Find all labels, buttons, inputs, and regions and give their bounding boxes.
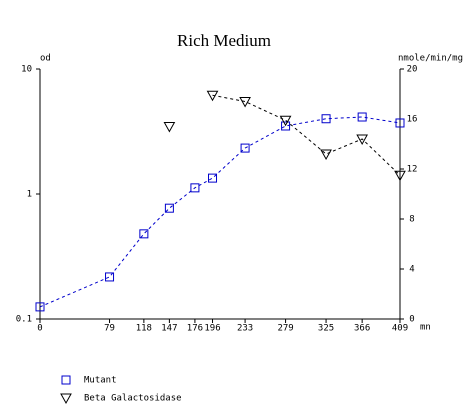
data-point bbox=[395, 118, 405, 128]
data-point bbox=[239, 97, 251, 108]
x-tick-label: 325 bbox=[318, 324, 334, 334]
y-tick-label: 10 bbox=[21, 65, 32, 75]
y2-tick-label: 0 bbox=[409, 315, 414, 325]
x-axis-label: mn bbox=[420, 323, 431, 333]
data-point bbox=[281, 121, 291, 131]
x-tick-label: 118 bbox=[136, 324, 152, 334]
y2-tick-label: 12 bbox=[407, 165, 418, 175]
y2-tick-label: 20 bbox=[407, 65, 418, 75]
y-tick-label: 0.1 bbox=[16, 315, 32, 325]
data-point bbox=[206, 90, 219, 102]
data-point bbox=[320, 149, 332, 161]
x-tick-label: 79 bbox=[104, 324, 115, 334]
x-tick-label: 176 bbox=[187, 324, 203, 334]
data-point bbox=[394, 170, 406, 182]
x-tick-label: 0 bbox=[37, 324, 42, 334]
legend-label: Beta Galactosidase bbox=[84, 394, 182, 404]
data-point bbox=[35, 302, 45, 312]
data-point bbox=[321, 114, 331, 124]
legend-marker bbox=[60, 393, 72, 405]
x-tick-label: 409 bbox=[392, 324, 408, 334]
y-axis-label: od bbox=[40, 54, 51, 64]
data-point bbox=[279, 115, 292, 127]
series-line bbox=[212, 94, 401, 176]
x-tick-label: 233 bbox=[237, 324, 253, 334]
data-point bbox=[163, 122, 176, 133]
x-tick-label: 196 bbox=[204, 324, 220, 334]
chart-title: Rich Medium bbox=[177, 31, 271, 50]
x-tick-label: 366 bbox=[354, 324, 370, 334]
y2-tick-label: 4 bbox=[409, 265, 414, 275]
x-tick-label: 279 bbox=[277, 324, 293, 334]
data-point bbox=[240, 143, 250, 153]
data-point bbox=[190, 183, 200, 193]
y-tick-label: 1 bbox=[27, 190, 32, 200]
data-point bbox=[356, 134, 369, 146]
data-point bbox=[357, 112, 367, 122]
data-point bbox=[164, 203, 174, 213]
data-point bbox=[105, 272, 115, 282]
y2-tick-label: 8 bbox=[409, 215, 414, 225]
data-point bbox=[139, 229, 149, 239]
legend-marker bbox=[61, 375, 71, 385]
y2-tick-label: 16 bbox=[407, 115, 418, 125]
y2-axis-label: nmole/min/mg bbox=[398, 54, 463, 64]
x-tick-label: 147 bbox=[161, 324, 177, 334]
legend-label: Mutant bbox=[84, 376, 117, 386]
data-point bbox=[208, 173, 218, 183]
